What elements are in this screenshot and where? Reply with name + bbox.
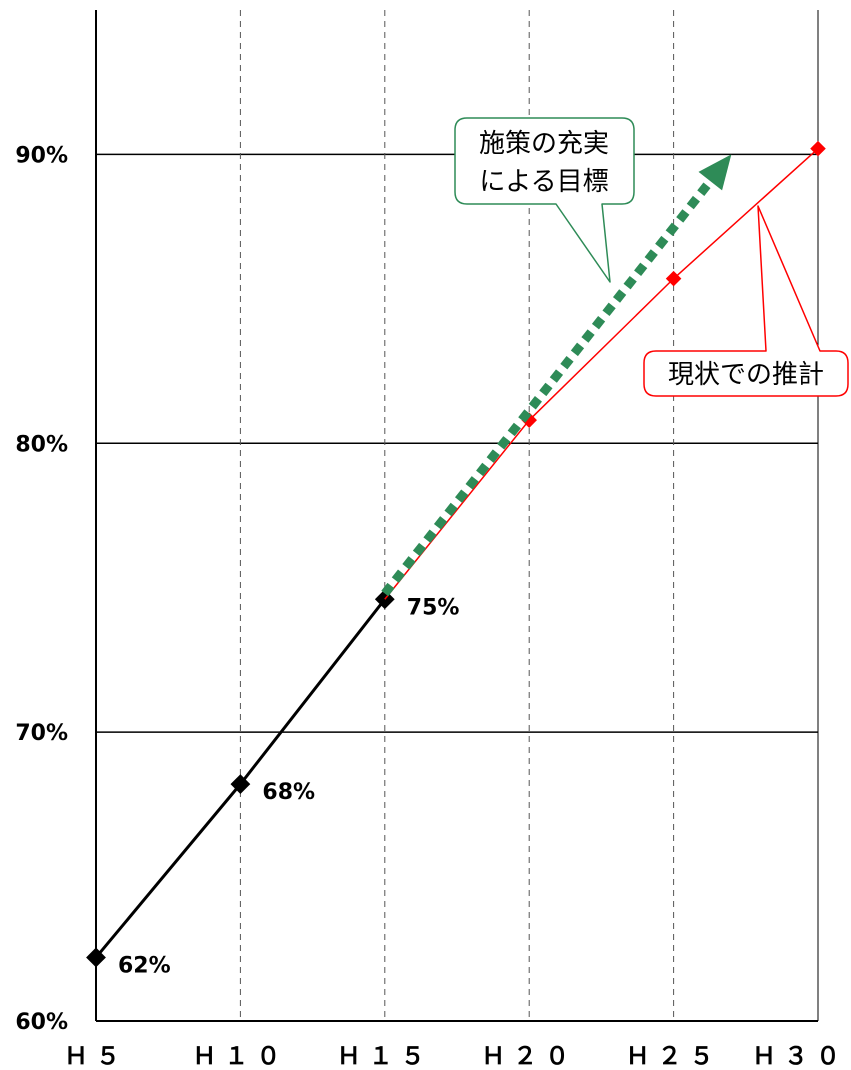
y-tick-label: 80%	[15, 432, 68, 457]
projection-point	[810, 140, 826, 157]
series	[86, 140, 826, 968]
target-callout-text: による目標	[479, 167, 608, 197]
labels: 62% 68% 75%	[118, 595, 459, 978]
target-arrow-head	[698, 154, 732, 191]
x-tick-label: Ｈ２０	[481, 1042, 577, 1070]
y-tick-label: 70%	[15, 721, 68, 746]
x-tick-label: Ｈ５	[64, 1042, 128, 1070]
projection-line	[384, 148, 819, 600]
target-callout-box	[454, 117, 635, 283]
axes: 60% 70% 80% 90% Ｈ５ Ｈ１０ Ｈ１５ Ｈ２０ Ｈ２５ Ｈ３０	[15, 10, 848, 1070]
x-tick-label: Ｈ２５	[626, 1042, 722, 1070]
data-label: 62%	[118, 953, 171, 978]
x-tick-label: Ｈ１０	[192, 1042, 288, 1070]
data-label: 68%	[262, 780, 315, 805]
projection-callout-text: 現状での推計	[668, 360, 824, 390]
x-tick-label: Ｈ３０	[752, 1042, 848, 1070]
target-callout-text: 施策の充実	[479, 129, 609, 159]
projection-callout: 現状での推計	[643, 205, 849, 397]
x-tick-label: Ｈ１５	[337, 1042, 433, 1070]
target-arrow-line	[381, 178, 714, 597]
projection-callout-box	[643, 205, 849, 397]
data-label: 75%	[407, 595, 460, 620]
y-tick-label: 60%	[15, 1010, 68, 1035]
y-tick-label: 90%	[15, 143, 68, 168]
